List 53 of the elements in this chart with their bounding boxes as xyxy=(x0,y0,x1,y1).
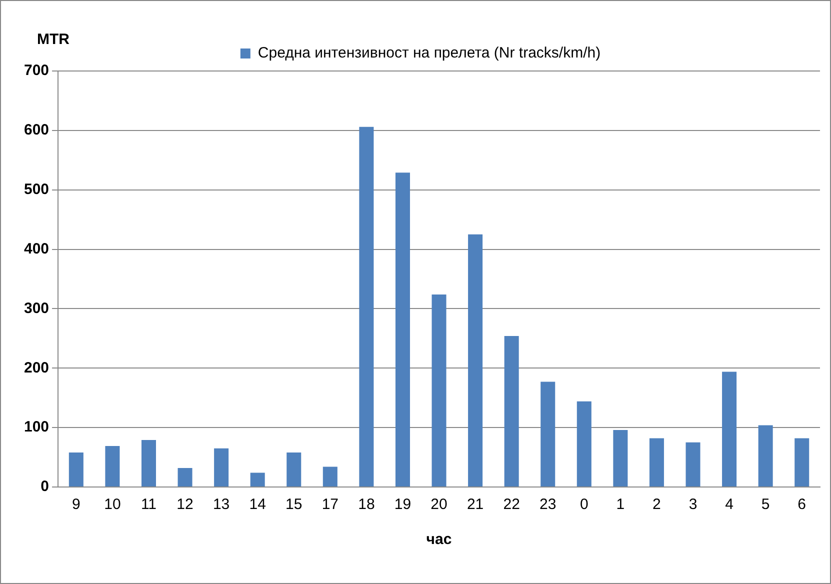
y-tick-label: 0 xyxy=(40,478,50,496)
x-tick-label: 23 xyxy=(540,496,556,514)
x-tick-label: 4 xyxy=(725,496,734,514)
x-tick-label: 3 xyxy=(688,496,698,514)
y-tick-label: 600 xyxy=(24,122,50,139)
bar xyxy=(141,440,156,486)
x-tick-label: 0 xyxy=(580,496,588,514)
legend-label: Средна интензивност на прелета (Nr tracks/km/h) xyxy=(258,44,601,62)
bar xyxy=(286,452,302,486)
bar xyxy=(432,294,446,486)
x-tick-label: 1 xyxy=(616,496,625,514)
y-tick-label: 400 xyxy=(24,240,50,258)
bar xyxy=(540,382,556,486)
x-tick-label: 22 xyxy=(503,496,520,514)
x-tick-label: 9 xyxy=(72,496,80,514)
bar xyxy=(214,448,229,486)
bar xyxy=(395,172,410,486)
bar xyxy=(504,336,519,486)
y-axis-title: MTR xyxy=(37,31,70,48)
x-tick-label: 13 xyxy=(212,496,230,514)
x-tick-label: 10 xyxy=(104,496,121,514)
y-tick-label: 300 xyxy=(24,300,50,317)
bar xyxy=(105,446,120,486)
x-tick-label: 11 xyxy=(140,496,157,514)
bar xyxy=(322,466,338,486)
x-axis-title: час xyxy=(426,531,452,548)
y-tick-label: 700 xyxy=(24,62,50,80)
y-tick-label: 200 xyxy=(24,359,50,376)
bar xyxy=(250,472,265,486)
x-tick-label: 21 xyxy=(466,496,484,514)
x-tick-label: 15 xyxy=(286,496,302,514)
bar xyxy=(686,442,700,486)
bar xyxy=(178,468,192,486)
x-tick-label: 19 xyxy=(394,496,412,514)
bar xyxy=(613,430,628,486)
x-tick-label: 12 xyxy=(176,496,194,514)
x-tick-label: 14 xyxy=(249,496,266,514)
x-tick-label: 17 xyxy=(322,496,339,514)
bar xyxy=(68,452,84,486)
bar xyxy=(794,438,810,486)
bar xyxy=(576,401,592,486)
bar xyxy=(649,438,664,486)
x-tick-label: 2 xyxy=(652,496,661,514)
y-tick-label: 100 xyxy=(24,418,50,436)
x-tick-label: 5 xyxy=(761,496,770,514)
x-tick-label: 6 xyxy=(798,496,806,514)
y-tick-label: 500 xyxy=(24,181,50,198)
bar xyxy=(722,372,737,486)
x-tick-label: 20 xyxy=(430,496,448,514)
bar xyxy=(758,425,773,486)
bar xyxy=(359,126,374,486)
x-tick-label: 18 xyxy=(358,496,375,514)
bar xyxy=(468,234,483,486)
